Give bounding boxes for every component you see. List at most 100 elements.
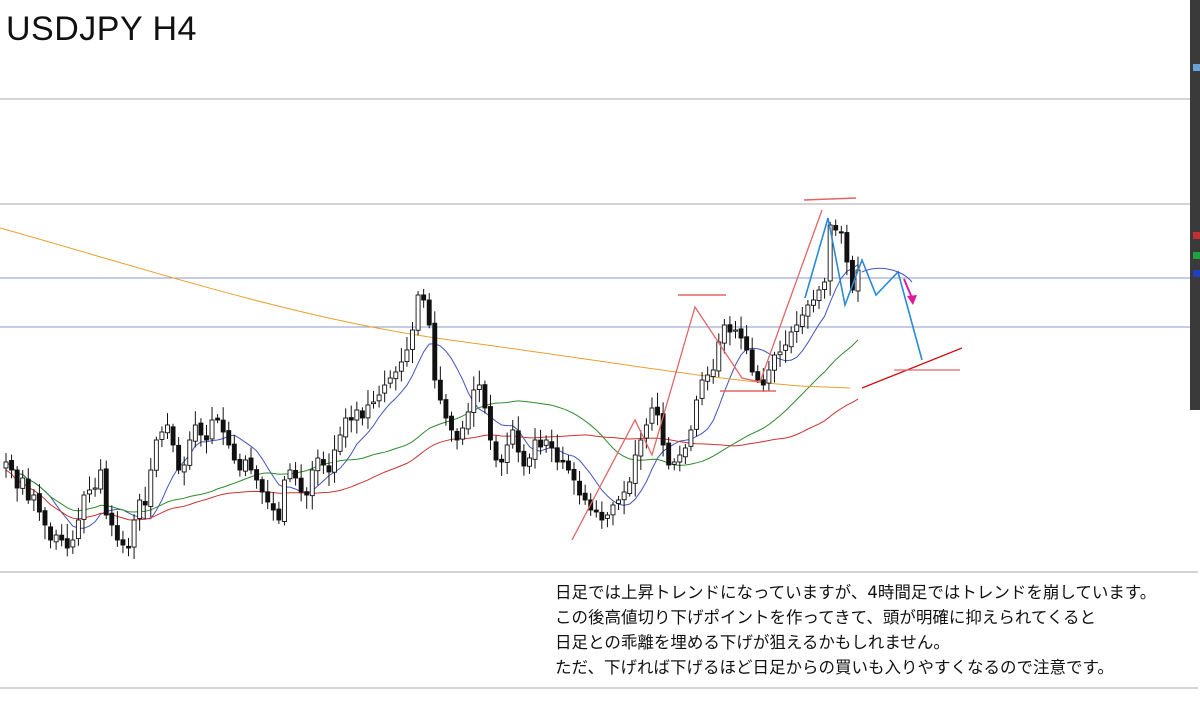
candle-body [460,427,466,440]
candle-body [794,324,800,332]
candle-body [304,491,310,496]
candle-body [666,442,672,466]
ma-red-line [5,398,859,521]
candle-body [621,491,627,501]
candle-body [70,539,76,548]
candle-body [276,508,282,521]
candle-body [777,351,783,356]
candle-body [610,504,616,516]
candle-body [259,479,265,493]
candle-body [788,331,794,348]
candle-body [120,539,126,546]
candle-body [454,430,460,441]
candle-body [103,468,109,516]
candle-body [749,349,755,373]
candle-body [721,324,727,344]
candle-body [577,480,583,496]
side-marker [1193,232,1200,239]
ma-orange-line [0,227,851,389]
candle-body [59,534,65,541]
candle-body [638,439,644,457]
candle-body [36,493,42,513]
trendline-red [861,347,963,389]
projection-arrow [903,278,913,299]
candle-body [14,469,20,489]
candle-body [437,379,443,401]
candle-body [137,499,143,519]
candle-body [515,430,521,453]
candle-body [521,450,527,467]
candles [3,219,861,559]
candle-body [744,336,750,351]
candle-body [231,443,237,461]
candle-body [337,434,343,452]
candle-body [332,449,337,473]
candle-body [92,487,98,490]
candle-body [805,304,811,317]
candle-body [783,344,789,351]
candle-body [694,399,699,430]
candle-body [811,299,816,306]
candle-body [443,399,449,419]
candle-body [309,469,315,497]
candle-body [632,454,638,484]
candle-body [220,419,226,433]
candle-body [326,465,332,473]
candle-body [421,294,427,301]
horizontal-lines [0,98,1198,689]
candle-body [215,417,221,421]
candle-body [209,419,215,440]
candle-body [359,410,365,419]
candle-body [404,349,410,363]
side-panel-edge [1190,0,1200,410]
candle-body [165,424,170,434]
side-marker [1193,64,1200,71]
candle-body [198,422,204,436]
candle-body [599,511,605,521]
candle-body [53,534,59,543]
candle-body [766,369,772,384]
candle-body [733,329,738,332]
side-marker [1193,270,1200,277]
candle-body [565,460,571,471]
candle-body [315,457,321,472]
candle-body [655,406,660,416]
candle-body [114,525,120,541]
candle-body [677,454,683,463]
candle-body [699,379,705,399]
candle-body [482,384,488,409]
candle-body [716,341,722,372]
candle-body [822,281,828,290]
candle-body [549,441,555,449]
chart-title: USDJPY H4 [6,10,197,48]
candle-body [538,439,544,448]
side-marker [1193,252,1200,259]
candle-body [543,439,549,446]
candle-body [582,492,588,501]
candle-body [248,457,254,471]
candle-body [87,489,92,495]
candle-body [499,458,505,463]
candle-body [181,464,187,473]
candle-body [192,424,198,442]
candle-body [504,444,510,463]
candle-body [348,417,354,421]
analysis-drawings [571,197,963,541]
candle-body [471,389,477,413]
candle-body [126,545,131,549]
candle-body [293,469,299,479]
candle-body [816,289,822,301]
candle-body [75,519,81,540]
candle-body [649,407,655,424]
note-line: 日足では上昇トレンドになっていますが、4時間足ではトレンドを崩しています。 [555,583,1157,602]
candle-body [738,328,744,339]
candle-body [3,461,9,469]
analysis-note: 日足では上昇トレンドになっていますが、4時間足ではトレンドを崩しています。 この… [555,580,1156,680]
ma-fast-line [5,264,859,529]
note-line: 日足との乖離を埋める下げが狙えるかもしれません。 [555,633,950,652]
candle-body [187,439,193,466]
candle-body [270,503,276,511]
candle-body [571,468,577,481]
candle-body [671,461,677,465]
